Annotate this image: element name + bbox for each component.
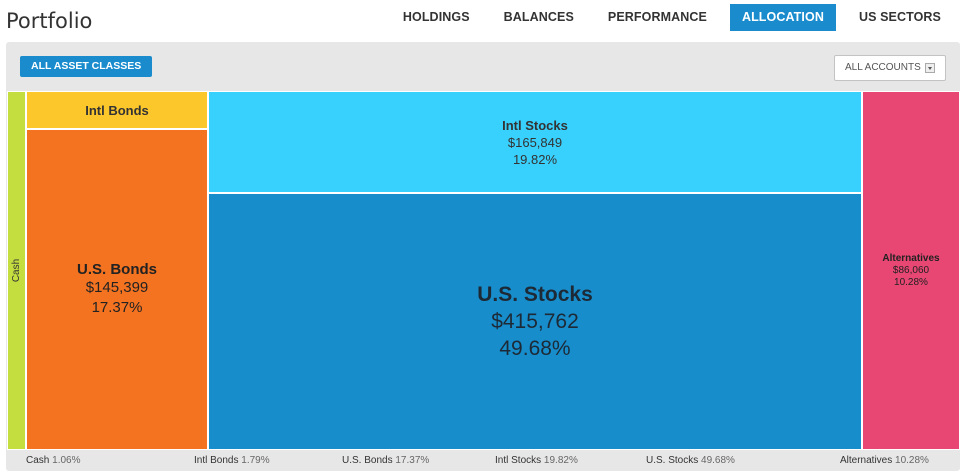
tab-allocation[interactable]: ALLOCATION bbox=[729, 4, 836, 31]
all-asset-classes-button[interactable]: ALL ASSET CLASSES bbox=[20, 56, 153, 77]
legend-alternatives-name: Alternatives bbox=[840, 455, 893, 466]
tile-us-stocks-value: $415,762 bbox=[491, 310, 579, 333]
tile-intl-stocks-pct: 19.82% bbox=[512, 151, 558, 167]
legend-item-cash[interactable]: Cash 1.06% bbox=[26, 455, 81, 466]
tile-us-bonds-pct: 17.37% bbox=[91, 299, 143, 316]
legend-alternatives-pct: 10.28% bbox=[895, 455, 929, 466]
tile-alternatives-name: Alternatives bbox=[882, 252, 940, 264]
legend-cash-name: Cash bbox=[26, 455, 50, 466]
top-nav: HOLDINGS BALANCES PERFORMANCE ALLOCATION… bbox=[386, 4, 958, 31]
tile-us-stocks-name: U.S. Stocks bbox=[477, 283, 593, 306]
legend-item-us-bonds[interactable]: U.S. Bonds 17.37% bbox=[342, 455, 429, 466]
legend-intl-bonds-pct: 1.79% bbox=[241, 455, 270, 466]
tile-us-bonds[interactable]: U.S. Bonds $145,399 17.37% bbox=[26, 129, 208, 450]
tile-us-stocks-pct: 49.68% bbox=[499, 337, 571, 360]
tile-intl-stocks-value: $165,849 bbox=[507, 134, 563, 150]
tab-performance[interactable]: PERFORMANCE bbox=[607, 10, 707, 24]
legend-intl-stocks-pct: 19.82% bbox=[543, 455, 578, 466]
tile-alternatives-pct: 10.28% bbox=[894, 276, 928, 288]
page-title: Portfolio bbox=[6, 9, 93, 33]
legend-us-bonds-pct: 17.37% bbox=[395, 455, 430, 466]
legend-us-stocks-pct: 49.68% bbox=[701, 455, 735, 466]
tile-us-bonds-name: U.S. Bonds bbox=[76, 261, 157, 278]
tile-cash-label: Cash bbox=[11, 258, 23, 283]
tile-us-bonds-value: $145,399 bbox=[85, 279, 149, 296]
tile-cash[interactable]: Cash bbox=[7, 91, 26, 450]
legend-us-bonds-name: U.S. Bonds bbox=[342, 455, 393, 466]
legend-intl-bonds-name: Intl Bonds bbox=[194, 455, 239, 466]
chevron-down-icon bbox=[925, 63, 935, 73]
tile-alternatives[interactable]: Alternatives $86,060 10.28% bbox=[862, 91, 960, 450]
tab-us-sectors[interactable]: US SECTORS bbox=[858, 10, 941, 24]
tile-intl-bonds-name: Intl Bonds bbox=[85, 102, 149, 118]
legend-item-intl-stocks[interactable]: Intl Stocks 19.82% bbox=[495, 455, 578, 466]
tile-us-stocks[interactable]: U.S. Stocks $415,762 49.68% bbox=[208, 193, 862, 450]
legend-cash-pct: 1.06% bbox=[52, 455, 81, 466]
tab-balances[interactable]: BALANCES bbox=[503, 10, 574, 24]
legend-item-alternatives[interactable]: Alternatives 10.28% bbox=[840, 455, 929, 466]
legend-item-intl-bonds[interactable]: Intl Bonds 1.79% bbox=[194, 455, 270, 466]
tab-holdings[interactable]: HOLDINGS bbox=[402, 10, 470, 24]
legend-us-stocks-name: U.S. Stocks bbox=[646, 455, 699, 466]
tile-intl-bonds[interactable]: Intl Bonds bbox=[26, 91, 208, 129]
allocation-legend: Cash 1.06% Intl Bonds 1.79% U.S. Bonds 1… bbox=[0, 455, 968, 469]
tile-intl-stocks-name: Intl Stocks bbox=[502, 117, 568, 133]
legend-item-us-stocks[interactable]: U.S. Stocks 49.68% bbox=[646, 455, 735, 466]
accounts-select-value: ALL ACCOUNTS bbox=[845, 62, 921, 73]
legend-intl-stocks-name: Intl Stocks bbox=[495, 455, 542, 466]
tile-alternatives-value: $86,060 bbox=[892, 264, 930, 276]
tile-intl-stocks[interactable]: Intl Stocks $165,849 19.82% bbox=[208, 91, 862, 193]
accounts-select[interactable]: ALL ACCOUNTS bbox=[834, 55, 946, 81]
